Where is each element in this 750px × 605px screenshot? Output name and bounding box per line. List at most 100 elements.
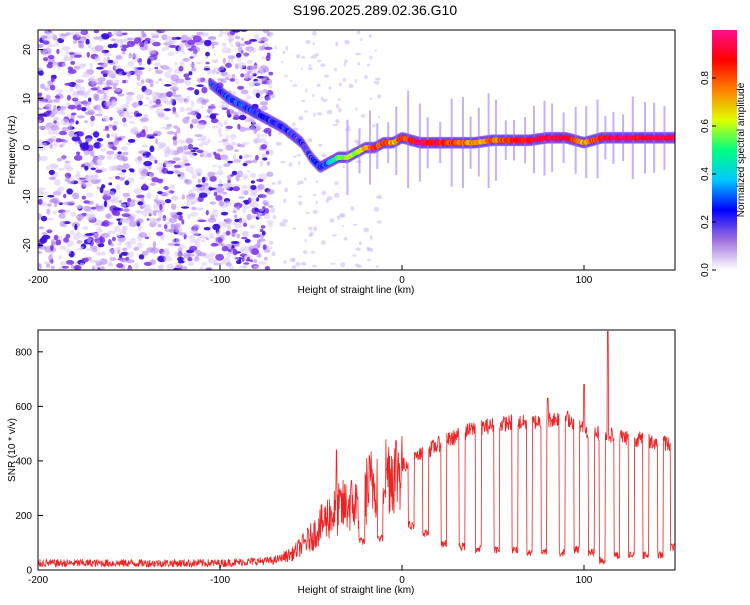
noise-speckle bbox=[290, 79, 293, 82]
noise-speckle bbox=[300, 67, 303, 70]
noise-speckle bbox=[252, 233, 261, 238]
noise-speckle bbox=[38, 245, 47, 250]
noise-speckle bbox=[238, 114, 247, 121]
noise-speckle bbox=[264, 256, 268, 261]
noise-speckle bbox=[367, 247, 374, 252]
noise-speckle bbox=[185, 166, 195, 173]
noise-speckle bbox=[132, 53, 139, 59]
noise-speckle bbox=[182, 266, 188, 270]
noise-speckle bbox=[232, 90, 237, 96]
spectrogram-y-tick-label: 0 bbox=[22, 144, 33, 150]
noise-speckle bbox=[69, 57, 73, 61]
noise-speckle bbox=[230, 141, 237, 146]
noise-speckle bbox=[76, 240, 83, 244]
noise-speckle bbox=[38, 213, 43, 218]
ridge-core bbox=[672, 135, 675, 141]
noise-speckle bbox=[227, 58, 234, 64]
noise-speckle bbox=[178, 262, 182, 268]
noise-speckle bbox=[226, 109, 231, 116]
noise-speckle bbox=[201, 86, 208, 94]
noise-speckle bbox=[301, 99, 306, 103]
noise-speckle bbox=[148, 67, 152, 72]
noise-speckle bbox=[354, 263, 360, 267]
noise-speckle bbox=[232, 117, 240, 120]
noise-speckle bbox=[100, 265, 105, 270]
noise-speckle bbox=[196, 207, 204, 212]
noise-speckle bbox=[316, 83, 321, 87]
noise-speckle bbox=[232, 210, 237, 214]
noise-speckle bbox=[189, 56, 194, 59]
noise-speckle bbox=[50, 76, 56, 83]
noise-speckle bbox=[309, 231, 314, 237]
noise-speckle bbox=[200, 239, 206, 243]
colorbar-tick-label: 0.4 bbox=[700, 167, 711, 181]
noise-speckle bbox=[244, 160, 253, 164]
noise-speckle bbox=[156, 178, 164, 184]
noise-speckle bbox=[342, 78, 347, 82]
noise-speckle bbox=[58, 213, 66, 219]
noise-speckle bbox=[42, 98, 48, 103]
noise-speckle bbox=[38, 119, 42, 123]
noise-speckle bbox=[120, 203, 127, 208]
noise-speckle bbox=[230, 44, 234, 47]
noise-speckle bbox=[145, 96, 150, 100]
noise-speckle bbox=[130, 128, 139, 133]
noise-speckle bbox=[39, 155, 48, 162]
noise-speckle bbox=[225, 144, 234, 151]
noise-speckle bbox=[167, 243, 177, 246]
noise-speckle bbox=[172, 88, 176, 96]
noise-speckle bbox=[46, 229, 53, 234]
noise-speckle bbox=[253, 33, 260, 38]
noise-speckle bbox=[95, 219, 103, 226]
noise-speckle bbox=[348, 83, 354, 89]
noise-speckle bbox=[189, 153, 195, 159]
noise-speckle bbox=[246, 213, 252, 221]
noise-speckle bbox=[65, 260, 75, 265]
noise-speckle bbox=[334, 181, 339, 185]
noise-speckle bbox=[169, 184, 176, 190]
noise-speckle bbox=[125, 95, 133, 102]
noise-speckle bbox=[96, 186, 101, 190]
noise-speckle bbox=[53, 141, 58, 148]
noise-speckle bbox=[239, 172, 244, 176]
noise-speckle bbox=[262, 30, 270, 34]
noise-speckle bbox=[233, 202, 243, 209]
noise-speckle bbox=[219, 100, 229, 104]
noise-speckle bbox=[262, 157, 268, 161]
noise-speckle bbox=[53, 234, 59, 241]
noise-speckle bbox=[83, 200, 90, 204]
noise-speckle bbox=[172, 157, 181, 162]
noise-speckle bbox=[96, 138, 104, 142]
noise-speckle bbox=[149, 182, 156, 186]
noise-speckle bbox=[187, 39, 196, 46]
noise-speckle bbox=[304, 110, 308, 113]
noise-speckle bbox=[136, 210, 142, 214]
colorbar-scale bbox=[712, 30, 737, 270]
noise-speckle bbox=[237, 123, 241, 130]
noise-speckle bbox=[242, 208, 247, 214]
noise-speckle bbox=[149, 99, 153, 105]
noise-speckle bbox=[307, 138, 313, 143]
noise-speckle bbox=[67, 181, 75, 185]
noise-speckle bbox=[256, 241, 261, 248]
noise-speckle bbox=[141, 250, 149, 256]
noise-speckle bbox=[49, 163, 59, 170]
noise-speckle bbox=[63, 237, 70, 243]
colorbar-label: Normalized spectral amplitude bbox=[736, 82, 747, 217]
noise-speckle bbox=[318, 143, 323, 147]
noise-speckle bbox=[62, 155, 66, 161]
noise-speckle bbox=[359, 241, 362, 246]
noise-speckle bbox=[181, 150, 189, 156]
noise-speckle bbox=[191, 173, 197, 179]
noise-speckle bbox=[58, 167, 65, 171]
spectrogram-frame bbox=[37, 29, 676, 271]
noise-speckle bbox=[271, 251, 276, 257]
noise-speckle bbox=[253, 259, 258, 264]
noise-speckle bbox=[104, 86, 113, 90]
noise-speckle bbox=[260, 225, 266, 229]
noise-speckle bbox=[213, 259, 219, 266]
noise-speckle bbox=[342, 165, 345, 169]
snr-y-tick-label: 400 bbox=[15, 456, 32, 467]
spectrogram-x-tick-label: -100 bbox=[210, 275, 230, 286]
noise-speckle bbox=[240, 73, 245, 78]
